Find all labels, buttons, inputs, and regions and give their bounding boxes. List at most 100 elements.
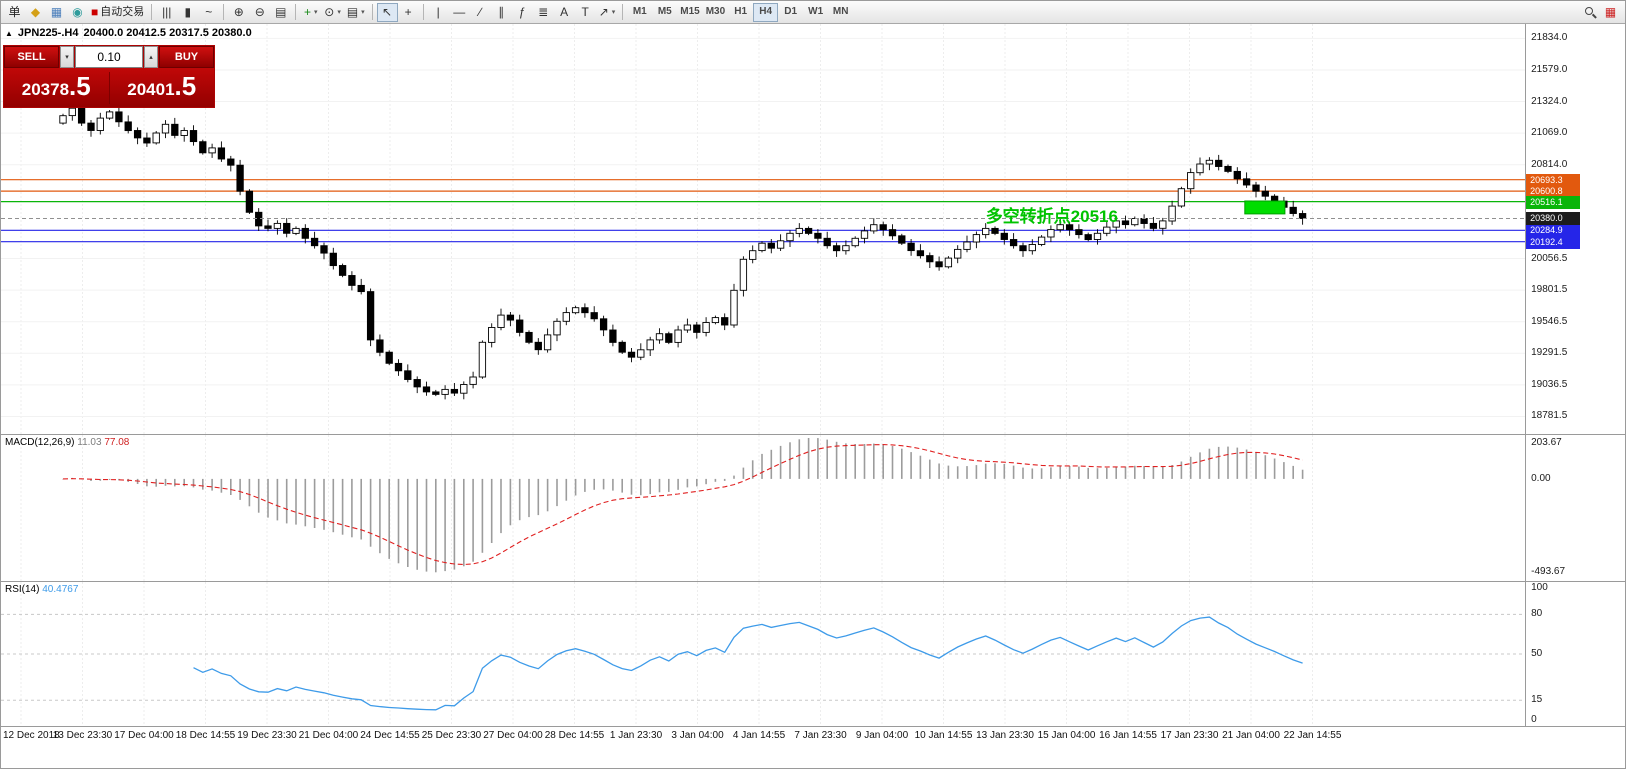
time-tick-label: 7 Jan 23:30 [794,730,847,741]
timeframe-toolbar: M1 M5 M15 M30 H1 H4 D1 W1 MN [627,2,853,22]
new-order-icon: 单 [8,5,21,19]
bar-chart-button[interactable]: ||| [156,3,177,22]
profiles-button[interactable]: ◆ [25,3,46,22]
timeframe-m1-button[interactable]: M1 [627,3,652,22]
autotrading-button-label: 自动交易 [100,5,145,18]
candlestick-chart-icon: ▮ [184,5,192,19]
rsi-name: RSI(14) [5,584,40,595]
macd-tick-label: -493.67 [1531,566,1566,577]
rsi-axis[interactable]: 100 80 50 15 0 [1525,582,1625,726]
search-button[interactable] [1579,2,1600,21]
candlestick-chart-button[interactable]: ▮ [177,3,198,22]
candlestick-chart[interactable]: 多空转折点20516 [1,24,1526,434]
sell-price[interactable]: 20378.5 [4,67,109,109]
sell-price-int: 20378 [21,79,70,99]
line-chart-button[interactable]: ~ [198,3,219,22]
macd-tick-label: 0.00 [1531,472,1551,484]
zoom-in-button[interactable]: ⊕ [228,3,249,22]
channel-button[interactable]: ∥ [491,3,512,22]
macd-axis[interactable]: 203.67 0.00 -493.67 [1525,435,1625,581]
horizontal-line-icon: — [453,5,466,19]
cursor-button[interactable]: ↖ [376,2,398,22]
price-tick-label: 19546.5 [1531,315,1568,327]
line-chart-icon: ~ [205,5,213,19]
timeframe-h4-button[interactable]: H4 [753,2,779,22]
trendline-button[interactable]: ∕ [470,3,491,22]
price-tick-label: 19291.5 [1531,347,1568,359]
timeframe-d1-button[interactable]: D1 [778,3,803,22]
shapes-button[interactable]: ≣ [533,3,554,22]
rsi-tick-label: 0 [1531,714,1537,725]
autotrading-button[interactable]: ■ 自动交易 [88,3,147,22]
price-tick-label: 19036.5 [1531,378,1568,390]
label-icon: T [581,5,589,19]
new-chart-button[interactable]: + ▾ [300,3,321,22]
text-icon: A [560,5,569,19]
timeframe-m15-button[interactable]: M15 [677,3,702,22]
volume-increase-button[interactable]: ▴ [144,46,158,68]
toolbar-separator [295,4,297,20]
price-axis[interactable]: 21834.0 21579.0 21324.0 21069.0 20814.0 20056… [1525,24,1625,434]
buy-price[interactable]: 20401.5 [110,67,215,109]
one-click-trading-panel: SELL ▾ ▴ BUY 20378.5 20401.5 [3,45,215,108]
arrows-button[interactable]: ↗ ▾ [596,3,619,22]
vertical-line-button[interactable]: | [428,3,449,22]
navigator-button[interactable]: ◉ [67,3,88,22]
toolbar-separator [223,4,225,20]
current-price-tag: 20380.0 [1526,212,1581,226]
buy-button[interactable]: BUY [159,46,214,68]
profiles-icon: ◆ [30,5,41,19]
toolbar-separator [371,4,373,20]
trendline-icon: ∕ [479,5,482,19]
price-tick-label: 20056.5 [1531,252,1568,264]
navigator-icon: ◉ [72,5,83,19]
level-price-tag: 20192.4 [1526,235,1581,249]
timeframe-h1-button[interactable]: H1 [728,3,753,22]
macd-label: MACD(12,26,9) 11.03 77.08 [5,437,129,448]
sell-button[interactable]: SELL [4,46,59,68]
macd-pane: 203.67 0.00 -493.67 MACD(12,26,9) 11.03 77… [1,435,1625,581]
time-tick-label: 12 Dec 2018 [3,730,60,741]
new-order-button[interactable]: 单 [4,3,25,22]
macd-chart[interactable] [1,435,1526,581]
horizontal-line-button[interactable]: — [449,3,470,22]
time-axis[interactable]: 12 Dec 2018 13 Dec 23:30 17 Dec 04:00 18 De… [1,726,1625,747]
chart-layout-button[interactable]: ▦ [1600,2,1621,21]
dropdown-caret-icon: ▾ [337,8,341,16]
quote-divider [108,71,110,104]
text-button[interactable]: A [554,3,575,22]
shapes-icon: ≣ [538,5,549,19]
periods-button[interactable]: ⊙ ▾ [321,3,344,22]
time-tick-label: 16 Jan 14:55 [1099,730,1157,741]
trade-panel-quotes: 20378.5 20401.5 [4,68,214,107]
timeframe-mn-button[interactable]: MN [828,3,853,22]
timeframe-m30-button[interactable]: M30 [703,3,728,22]
caret-down-icon: ▾ [65,54,69,61]
bottom-filler [1,747,1625,768]
timeframe-w1-button[interactable]: W1 [803,3,828,22]
cursor-icon: ↖ [382,5,393,19]
tile-windows-button[interactable]: ▤ [270,3,291,22]
rsi-pane: 100 80 50 15 0 RSI(14) 40.4767 [1,582,1625,726]
time-tick-label: 10 Jan 14:55 [914,730,973,741]
collapse-panel-icon[interactable]: ▲ [5,28,13,38]
search-icon [1584,6,1596,18]
macd-tick-label: 203.67 [1531,437,1562,448]
zoom-out-button[interactable]: ⊖ [249,3,270,22]
macd-splitter[interactable] [1,434,1625,435]
timeframe-m5-button[interactable]: M5 [652,3,677,22]
label-button[interactable]: T [575,3,596,22]
volume-input[interactable] [75,46,143,68]
templates-button[interactable]: ▤ ▾ [344,3,368,22]
charts-window-button[interactable]: ▦ [46,3,67,22]
time-tick-label: 21 Dec 04:00 [298,730,359,741]
time-tick-label: 24 Dec 14:55 [360,730,420,741]
rsi-label: RSI(14) 40.4767 [5,584,78,595]
dropdown-caret-icon: ▾ [314,8,318,16]
rsi-chart[interactable] [1,582,1526,726]
time-tick-label: 13 Jan 23:30 [976,730,1034,741]
crosshair-button[interactable]: + [398,3,419,22]
fibonacci-button[interactable]: ƒ [512,3,533,22]
rsi-splitter[interactable] [1,581,1625,582]
volume-decrease-button[interactable]: ▾ [60,46,74,68]
